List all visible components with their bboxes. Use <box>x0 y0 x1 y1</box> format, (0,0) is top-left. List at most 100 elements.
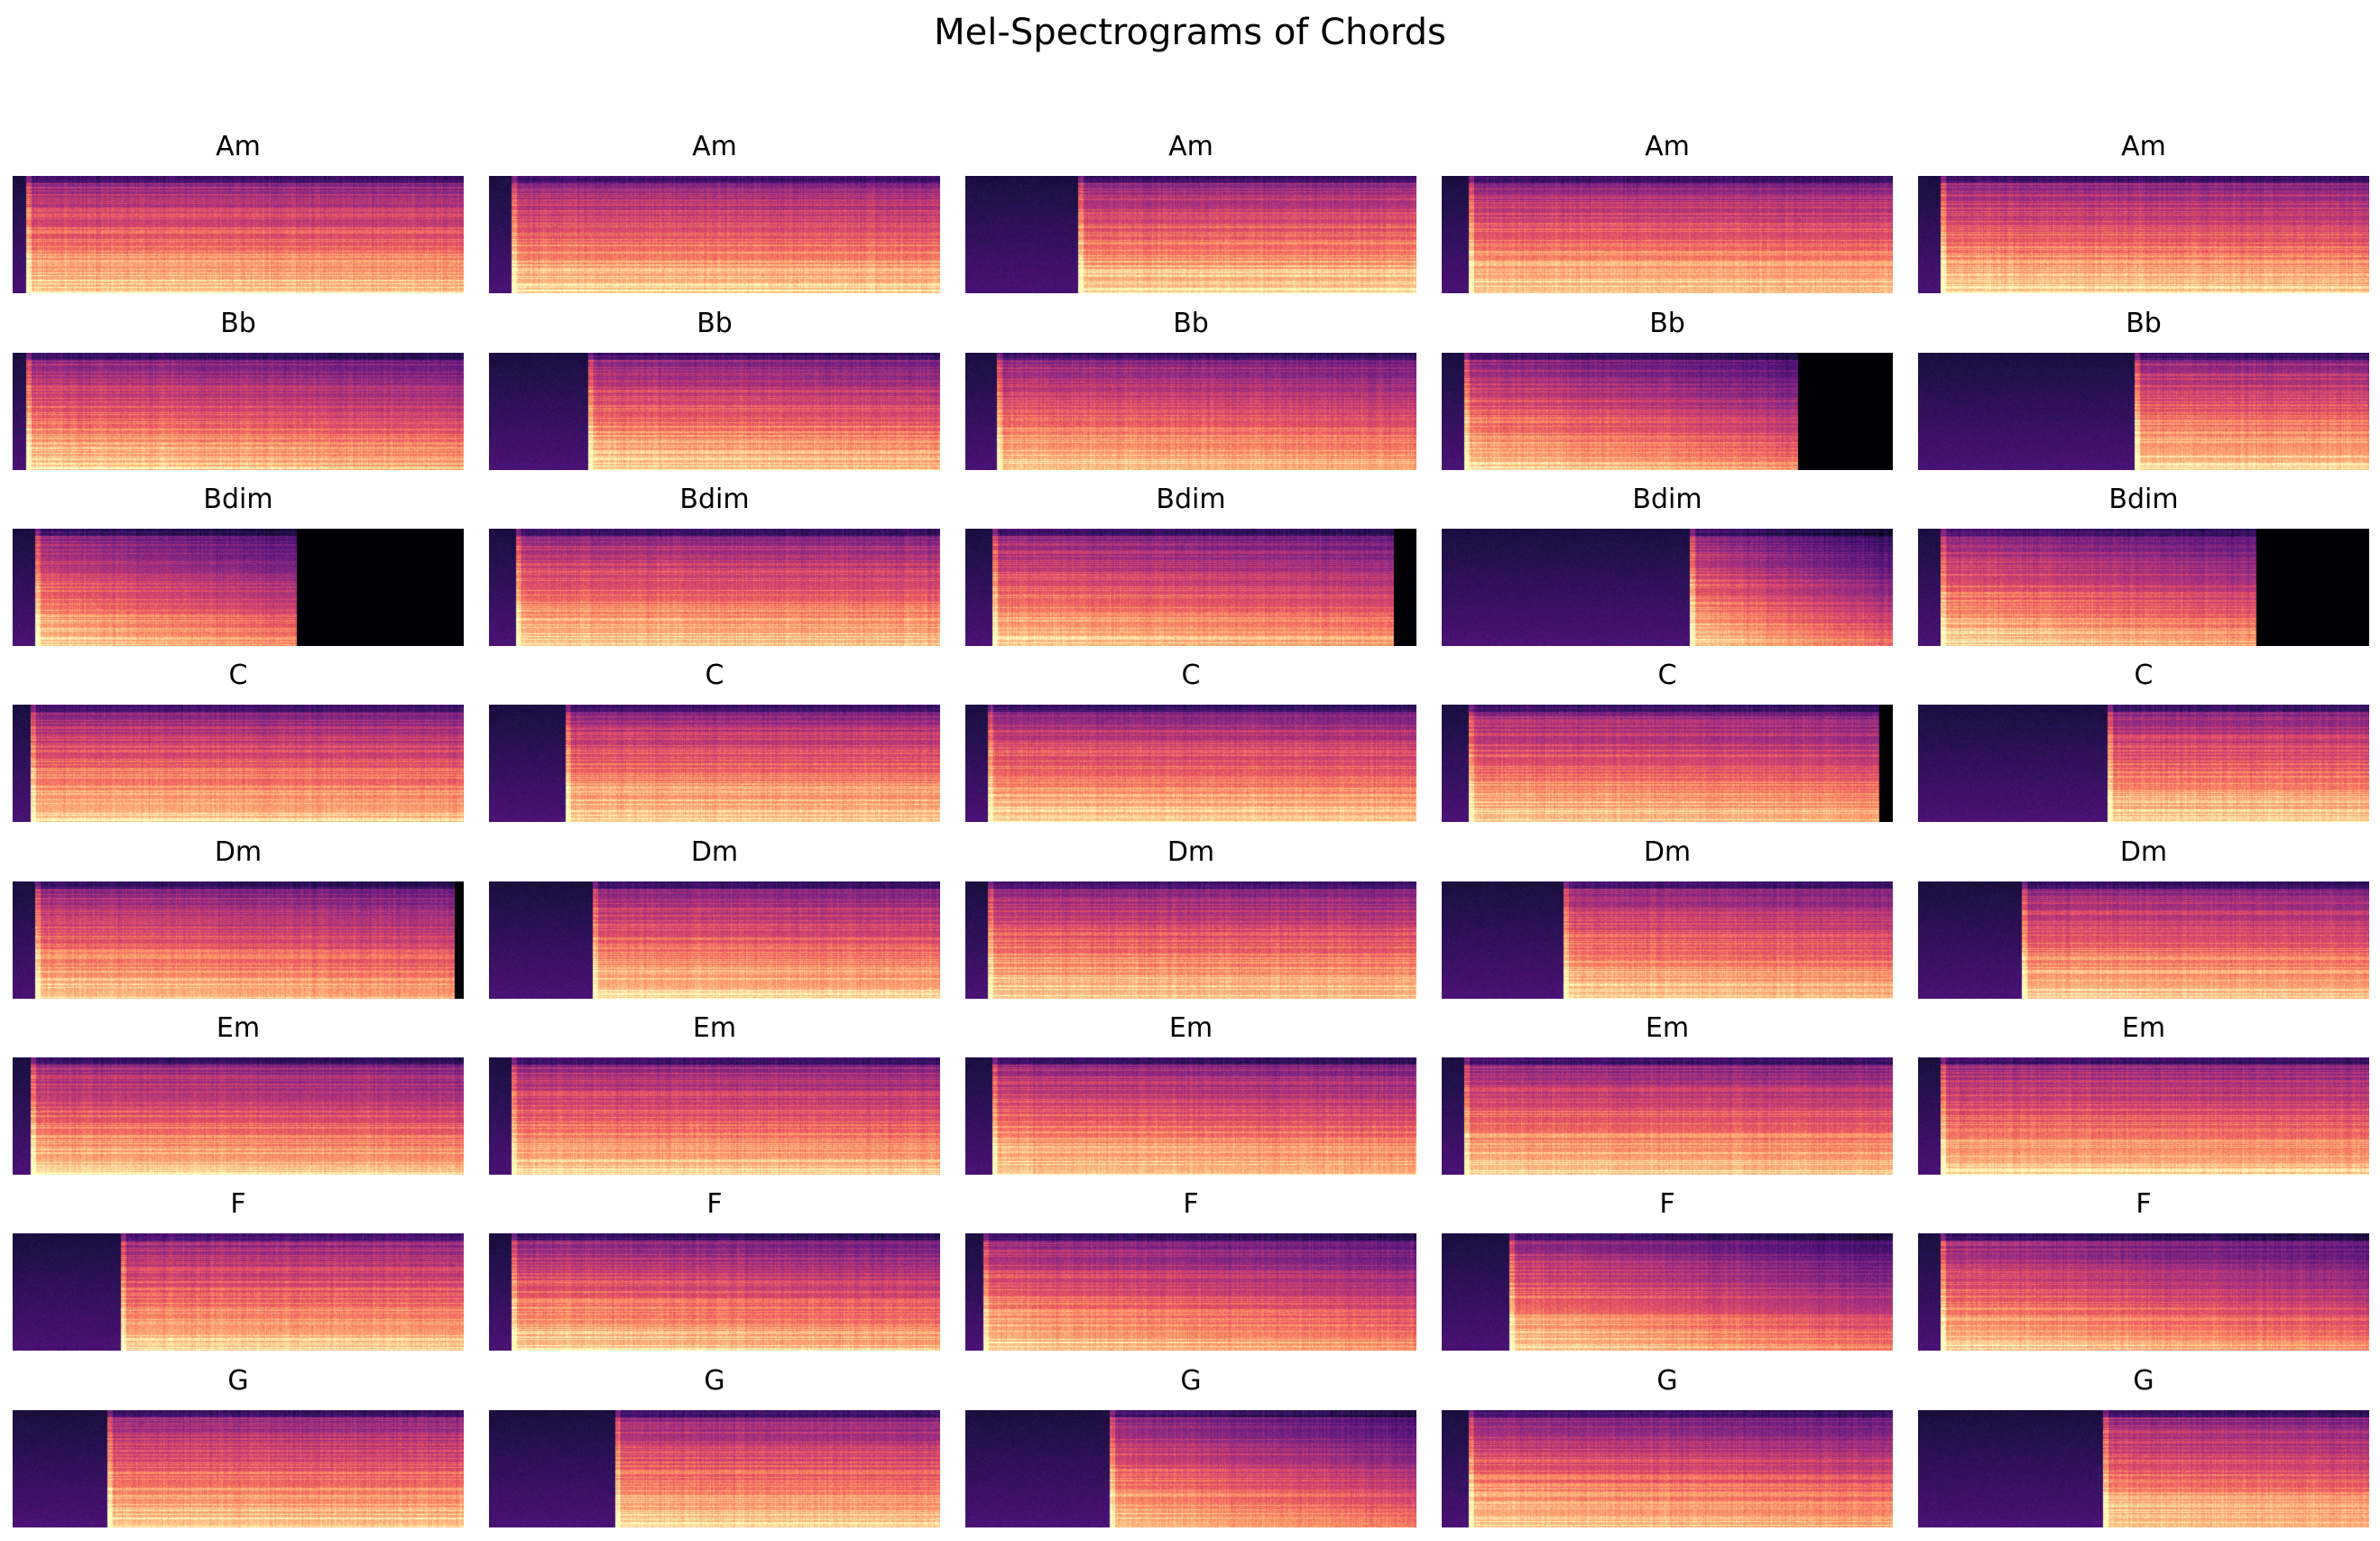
panel-title: Bdim <box>203 484 273 515</box>
panel-title: Dm <box>1643 836 1692 868</box>
panel-title: Am <box>216 131 261 162</box>
mel-spectrogram <box>13 1057 464 1175</box>
mel-spectrogram <box>489 353 940 470</box>
panel-title: C <box>705 660 724 691</box>
spectrogram-panel: Dm <box>965 836 1416 999</box>
panel-title: F <box>1183 1188 1199 1220</box>
mel-spectrogram <box>1442 176 1893 293</box>
mel-spectrogram <box>489 1233 940 1351</box>
spectrogram-panel: Bb <box>489 308 940 470</box>
panel-title: Bdim <box>2108 484 2179 515</box>
chart-title: Mel-Spectrograms of Chords <box>934 12 1446 53</box>
panel-title: Bb <box>1649 308 1685 339</box>
panel-title: F <box>230 1188 246 1220</box>
mel-spectrogram <box>13 529 464 646</box>
panel-title: Am <box>692 131 737 162</box>
mel-spectrogram <box>965 881 1416 999</box>
panel-title: Bb <box>1173 308 1209 339</box>
panel-title: Dm <box>2119 836 2168 868</box>
spectrogram-panel: Bdim <box>1918 484 2369 646</box>
spectrogram-panel: Em <box>965 1012 1416 1175</box>
spectrogram-panel: F <box>965 1188 1416 1351</box>
mel-spectrogram <box>489 1057 940 1175</box>
spectrogram-panel: Am <box>1442 131 1893 293</box>
panel-title: G <box>1656 1365 1678 1397</box>
spectrogram-panel: C <box>1442 660 1893 822</box>
spectrogram-panel: C <box>13 660 464 822</box>
spectrogram-panel: Em <box>489 1012 940 1175</box>
mel-spectrogram <box>965 705 1416 822</box>
mel-spectrogram <box>489 705 940 822</box>
spectrogram-panel: G <box>1918 1365 2369 1527</box>
spectrogram-panel: Bb <box>1442 308 1893 470</box>
spectrogram-panel: Am <box>13 131 464 293</box>
spectrogram-panel: F <box>13 1188 464 1351</box>
panel-title: Am <box>1168 131 1213 162</box>
panel-title: G <box>1180 1365 1202 1397</box>
panel-title: Em <box>216 1012 261 1044</box>
mel-spectrogram <box>1442 529 1893 646</box>
mel-spectrogram <box>1442 353 1893 470</box>
spectrogram-panel: G <box>13 1365 464 1527</box>
spectrogram-panel: F <box>1918 1188 2369 1351</box>
panel-title: G <box>704 1365 725 1397</box>
spectrogram-panel: Am <box>1918 131 2369 293</box>
mel-spectrogram <box>1918 529 2369 646</box>
spectrogram-panel: Bdim <box>965 484 1416 646</box>
panel-title: Am <box>1645 131 1690 162</box>
spectrogram-panel: G <box>965 1365 1416 1527</box>
spectrogram-panel: C <box>965 660 1416 822</box>
panel-title: Em <box>692 1012 737 1044</box>
panel-title: Em <box>2121 1012 2166 1044</box>
spectrogram-panel: Am <box>965 131 1416 293</box>
spectrogram-panel: Em <box>1918 1012 2369 1175</box>
mel-spectrogram <box>489 1410 940 1527</box>
spectrogram-panel: F <box>489 1188 940 1351</box>
panel-title: F <box>2136 1188 2152 1220</box>
panel-title: Am <box>2121 131 2166 162</box>
spectrogram-panel: Em <box>1442 1012 1893 1175</box>
panel-title: Bb <box>696 308 733 339</box>
panel-title: Em <box>1645 1012 1690 1044</box>
panel-title: C <box>1657 660 1677 691</box>
panel-title: Dm <box>1167 836 1215 868</box>
mel-spectrogram <box>965 529 1416 646</box>
mel-spectrogram <box>489 529 940 646</box>
spectrogram-panel: Dm <box>1442 836 1893 999</box>
spectrogram-panel: Dm <box>13 836 464 999</box>
mel-spectrogram <box>965 353 1416 470</box>
mel-spectrogram <box>489 176 940 293</box>
panel-title: C <box>2134 660 2154 691</box>
panel-title: Bb <box>2126 308 2162 339</box>
mel-spectrogram <box>489 881 940 999</box>
mel-spectrogram <box>965 1410 1416 1527</box>
spectrogram-panel: Am <box>489 131 940 293</box>
spectrogram-panel: Dm <box>489 836 940 999</box>
mel-spectrogram <box>13 1410 464 1527</box>
panel-title: F <box>706 1188 723 1220</box>
spectrogram-panel: Em <box>13 1012 464 1175</box>
spectrogram-panel: G <box>489 1365 940 1527</box>
spectrogram-panel: C <box>1918 660 2369 822</box>
mel-spectrogram <box>1918 176 2369 293</box>
spectrogram-panel: G <box>1442 1365 1893 1527</box>
panel-title: Dm <box>690 836 739 868</box>
mel-spectrogram <box>13 353 464 470</box>
mel-spectrogram <box>1918 353 2369 470</box>
mel-spectrogram <box>965 1057 1416 1175</box>
mel-spectrogram <box>1918 705 2369 822</box>
spectrogram-panel: F <box>1442 1188 1893 1351</box>
spectrogram-panel: Dm <box>1918 836 2369 999</box>
spectrogram-panel: Bdim <box>13 484 464 646</box>
mel-spectrogram <box>1442 1057 1893 1175</box>
panel-title: Bdim <box>1156 484 1226 515</box>
mel-spectrogram <box>13 881 464 999</box>
mel-spectrogram <box>13 705 464 822</box>
mel-spectrogram <box>1918 881 2369 999</box>
panel-title: Em <box>1168 1012 1213 1044</box>
spectrogram-panel: Bb <box>965 308 1416 470</box>
mel-spectrogram <box>1442 1410 1893 1527</box>
panel-title: C <box>228 660 248 691</box>
panel-title: G <box>2133 1365 2154 1397</box>
